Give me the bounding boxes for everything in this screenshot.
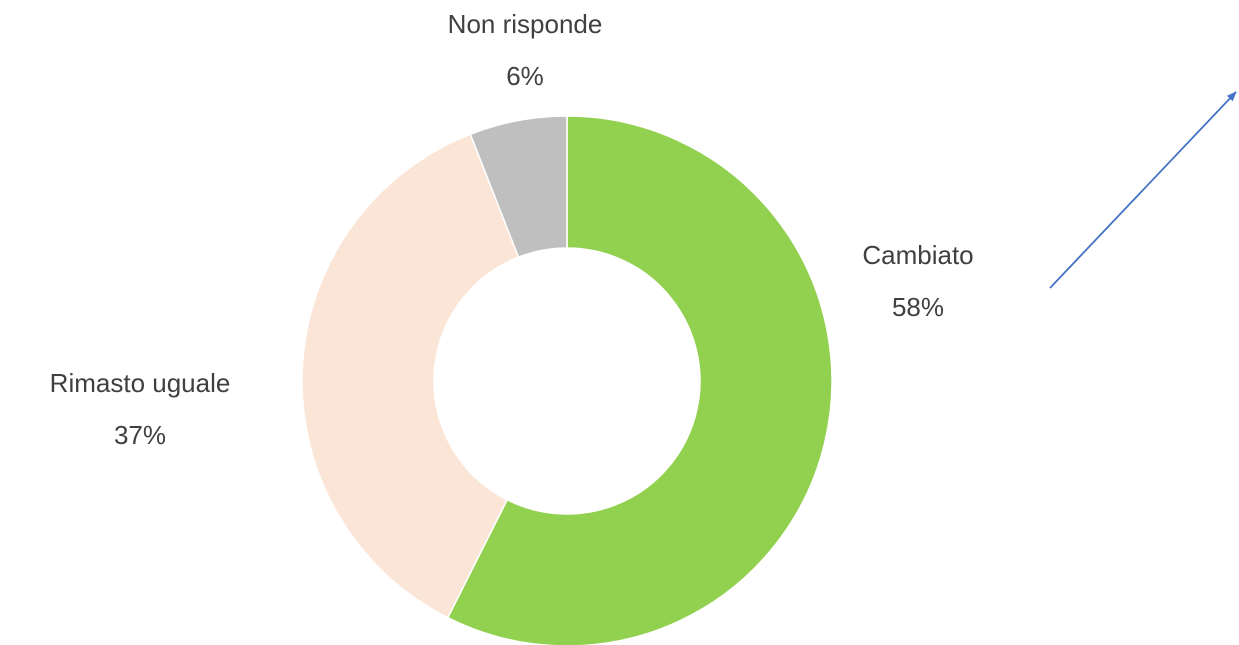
slice-label-value: 58% <box>892 292 944 322</box>
slice-label-value: 6% <box>506 61 544 91</box>
slice <box>446 115 833 645</box>
slice-label-name: Cambiato <box>862 240 973 270</box>
slice <box>469 115 568 259</box>
arrow <box>1049 91 1237 289</box>
slice-label-name: Rimasto uguale <box>50 368 231 398</box>
slice <box>301 133 520 619</box>
slice-label-name: Non risponde <box>448 9 603 39</box>
slice-label-value: 37% <box>114 420 166 450</box>
